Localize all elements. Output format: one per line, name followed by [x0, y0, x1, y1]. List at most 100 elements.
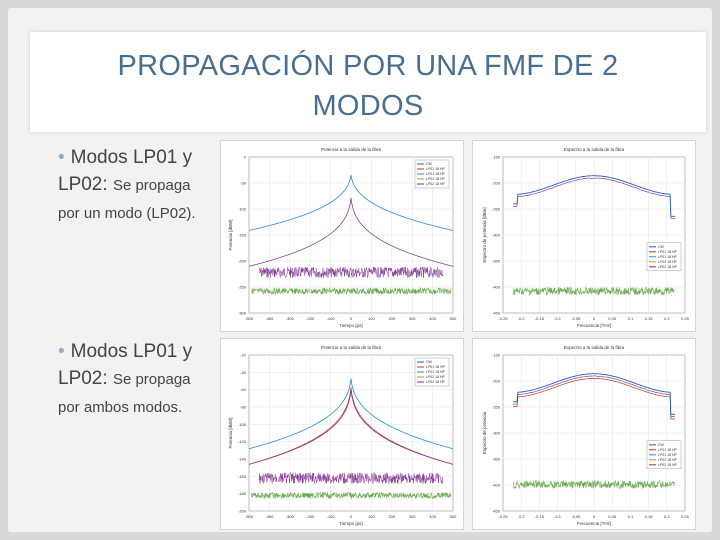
series-cw-envelope — [248, 175, 454, 231]
plot-title: Espectro a la salida de la fibra — [564, 345, 625, 350]
slide: PROPAGACIÓN POR UNA FMF DE 2 MODOS • Modo… — [8, 8, 712, 532]
x-tick-label: 0.15 — [645, 514, 654, 519]
y-axis-label: Espectro de potencia [dBm] — [482, 207, 487, 262]
x-tick-label: 100 — [368, 316, 375, 321]
figure-top-right: Espectro a la salida de la fibra -0.25 -0.… — [472, 140, 696, 332]
bullet-2-line2-bold: LP02: — [58, 368, 108, 389]
x-tick-label: -0.2 — [518, 514, 526, 519]
y-tick-label: -300 — [492, 233, 501, 238]
x-tick-label: -300 — [286, 316, 295, 321]
x-tick-label: -200 — [306, 316, 315, 321]
x-tick-label: -0.1 — [554, 316, 562, 321]
x-tick-label: 0 — [350, 514, 353, 519]
legend-entry: LP02 18 HP — [658, 260, 678, 264]
series-cw-envelope — [248, 378, 454, 450]
y-tick-label: -250 — [238, 285, 247, 290]
y-axis-label: Potencia [dBW] — [228, 417, 233, 448]
x-tick-label: -0.15 — [535, 514, 545, 519]
x-tick-label: -100 — [327, 316, 336, 321]
series-spectrum-cw — [513, 373, 675, 415]
x-tick-label: 0.2 — [664, 316, 670, 321]
legend-entry: CW — [426, 162, 433, 166]
y-tick-label: -350 — [492, 457, 501, 462]
x-tick-label: -0.05 — [571, 514, 581, 519]
y-tick-label: -200 — [238, 259, 247, 264]
y-tick-label: -40 — [240, 370, 247, 375]
x-tick-label: -300 — [286, 514, 295, 519]
y-tick-label: -450 — [492, 311, 501, 316]
series-purple-noise — [258, 472, 444, 485]
legend-entry: LP01 18 HP — [426, 167, 446, 171]
x-tick-label: -0.1 — [554, 514, 562, 519]
legend-entry: LP01 18 HP — [658, 250, 678, 254]
bullet-2-line2-small: Se propaga — [112, 371, 191, 388]
figure-bottom-left: Potencia a la salida de la fibra -500 -400… — [220, 338, 464, 530]
y-tick-label: -160 — [238, 474, 247, 479]
legend-entry: CW — [658, 443, 665, 447]
y-tick-label: -350 — [492, 259, 501, 264]
x-tick-label: 0 — [593, 316, 596, 321]
x-tick-label: -400 — [265, 514, 274, 519]
legend-entry: LP02 18 HP — [426, 380, 446, 384]
y-tick-label: -150 — [492, 353, 501, 358]
y-tick-label: -20 — [240, 353, 247, 358]
x-axis-label: Tiempo [ps] — [339, 323, 362, 328]
x-tick-label: -0.25 — [498, 514, 508, 519]
legend-entry: LP01 18 HP — [426, 172, 446, 176]
bullet-1-line3: por un modo (LP02). — [58, 205, 196, 222]
series-green-noise — [250, 491, 452, 500]
x-tick-label: 0.15 — [645, 316, 654, 321]
x-tick-label: -0.25 — [498, 316, 508, 321]
x-axis-label: Frecuencia [THz] — [577, 323, 611, 328]
y-tick-label: -80 — [240, 405, 247, 410]
y-tick-label: -300 — [238, 311, 247, 316]
figure-bottom-right: Espectro a la salida de la fibra -0.25 -0.… — [472, 338, 696, 530]
series-mode-envelope — [248, 387, 454, 465]
y-tick-label: -150 — [492, 155, 501, 160]
x-tick-label: 100 — [368, 514, 375, 519]
legend-entry: LP02 18 HP — [426, 375, 446, 379]
y-tick-label: -400 — [492, 483, 501, 488]
y-tick-label: -200 — [238, 509, 247, 514]
x-tick-label: 0 — [593, 514, 596, 519]
x-tick-label: 0.05 — [608, 316, 617, 321]
legend-entry: LP01 18 HP — [658, 453, 678, 457]
legend-entry: LP02 18 HP — [658, 463, 678, 467]
bullet-1-line2-bold: LP02: — [58, 174, 108, 195]
x-tick-label: 0.05 — [608, 514, 617, 519]
x-tick-label: 400 — [429, 514, 436, 519]
series-mode-envelope — [248, 197, 454, 267]
plot-title: Potencia a la salida de la fibra — [321, 345, 382, 350]
plot-power-top: Potencia a la salida de la fibra-500 -400… — [228, 147, 457, 328]
series-spectrum-noise — [512, 479, 676, 490]
y-tick-label: -60 — [240, 387, 247, 392]
x-tick-label: -100 — [327, 514, 336, 519]
y-tick-label: -100 — [238, 207, 247, 212]
y-tick-label: -120 — [238, 439, 247, 444]
series-purple-noise — [258, 266, 444, 279]
x-tick-label: -0.2 — [518, 316, 526, 321]
y-tick-label: 0 — [244, 155, 247, 160]
legend-entry: CW — [426, 360, 433, 364]
x-tick-label: 0.1 — [628, 514, 634, 519]
x-tick-label: 500 — [450, 514, 457, 519]
y-tick-label: -400 — [492, 285, 501, 290]
x-tick-label: 300 — [409, 316, 416, 321]
x-tick-label: -200 — [306, 514, 315, 519]
x-tick-label: -500 — [245, 514, 254, 519]
plot-title: Potencia a la salida de la fibra — [321, 147, 382, 152]
y-tick-label: -200 — [492, 181, 501, 186]
bullet-1-bold: Modos LP01 y — [70, 147, 193, 168]
y-tick-label: -50 — [240, 181, 247, 186]
x-tick-label: 400 — [429, 316, 436, 321]
x-tick-label: 0.25 — [681, 514, 690, 519]
bullet-1: • Modos LP01 y LP02: Se propaga por un mo… — [58, 144, 228, 225]
x-axis-label: Frecuencia [THz] — [577, 521, 611, 526]
y-tick-label: -150 — [238, 233, 247, 238]
legend-entry: LP02 18 HP — [658, 265, 678, 269]
y-tick-label: -100 — [238, 422, 247, 427]
series-spectrum-noise — [512, 286, 676, 296]
title-line-1: PROPAGACIÓN POR UNA FMF DE 2 — [117, 50, 619, 82]
series-mode-envelope-2 — [248, 389, 454, 465]
y-tick-label: -250 — [492, 405, 501, 410]
